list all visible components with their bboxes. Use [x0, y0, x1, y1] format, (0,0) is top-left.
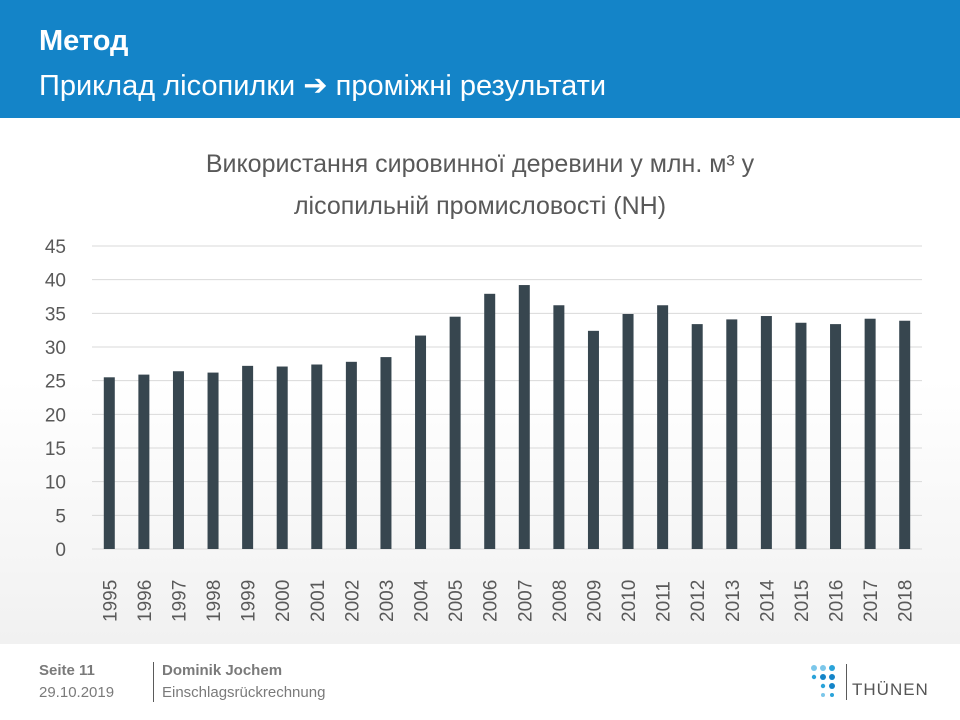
- x-tick-label-2004: 2004: [412, 579, 433, 622]
- x-tick-label-2012: 2012: [688, 580, 709, 622]
- bar-2016: [830, 324, 842, 549]
- x-tick-label-2000: 2000: [273, 580, 294, 622]
- y-tick-label: 35: [45, 304, 66, 325]
- bar-2013: [726, 319, 738, 549]
- footer-divider: [153, 662, 154, 702]
- chart-title-line-2: лісопильній промисловості (NH): [293, 192, 667, 220]
- slide-subtitle: Приклад лісопилки ➔ проміжні результати: [39, 70, 607, 102]
- chart-title-line-1: Використання сировинної деревини у млн. …: [205, 150, 755, 178]
- gridlines: [92, 245, 922, 550]
- x-tick-label-2015: 2015: [792, 580, 813, 622]
- bar-2012: [691, 324, 703, 549]
- bar-2017: [864, 318, 876, 549]
- thuenen-logo: THÜNEN: [810, 664, 930, 704]
- bar-2007: [518, 285, 530, 549]
- x-tick-label-1996: 1996: [135, 580, 156, 622]
- slide-header: Метод Приклад лісопилки ➔ проміжні резул…: [0, 0, 960, 118]
- x-tick-label-1997: 1997: [169, 580, 190, 622]
- y-tick-label: 40: [45, 271, 66, 292]
- bars: [103, 285, 911, 549]
- chart-title: Використання сировинної деревини у млн. …: [0, 143, 960, 227]
- slide-title: Метод: [39, 25, 129, 57]
- x-tick-label-2002: 2002: [342, 580, 363, 622]
- x-tick-label-2016: 2016: [827, 580, 848, 622]
- x-tick-label-2010: 2010: [619, 580, 640, 622]
- bar-2015: [795, 322, 807, 549]
- y-tick-label: 15: [45, 439, 66, 460]
- x-tick-label-1999: 1999: [239, 580, 260, 622]
- x-axis-tick-labels: 1995 1996 1997 1998 1999 2000 2001 2002 2003 2004…: [100, 579, 916, 622]
- x-tick-label-2007: 2007: [515, 580, 536, 622]
- bar-2002: [345, 361, 357, 549]
- x-tick-label-1998: 1998: [204, 580, 225, 622]
- bar-2004: [415, 335, 427, 549]
- bar-1998: [207, 372, 219, 549]
- x-tick-label-2008: 2008: [550, 580, 571, 622]
- x-tick-label-2018: 2018: [896, 580, 917, 622]
- x-tick-label-2011: 2011: [654, 581, 675, 622]
- y-tick-label: 0: [55, 540, 66, 561]
- bar-2010: [622, 314, 634, 549]
- logo-divider: [846, 664, 847, 700]
- x-tick-label-2005: 2005: [446, 580, 467, 622]
- logo-wordmark: THÜNEN: [852, 680, 929, 699]
- page-number: Seite 11: [39, 662, 95, 679]
- y-tick-label: 10: [45, 473, 66, 494]
- bar-1996: [138, 374, 150, 549]
- bar-2000: [276, 366, 288, 549]
- bar-2011: [657, 305, 669, 549]
- bar-2009: [587, 330, 599, 549]
- x-tick-label-2013: 2013: [723, 580, 744, 622]
- y-axis-tick-labels: 0 5 10 15 20 25 30 35 40 45: [45, 237, 66, 561]
- x-tick-label-2014: 2014: [757, 579, 778, 622]
- bar-chart: 0 5 10 15 20 25 30 35 40 45 1995 1996 1997 1998 1999 2…: [45, 237, 922, 622]
- thuenen-logo-dots-icon: [811, 665, 835, 697]
- x-tick-label-2003: 2003: [377, 580, 398, 622]
- bar-2008: [553, 305, 565, 549]
- bar-2005: [449, 316, 461, 549]
- bar-1995: [103, 377, 115, 549]
- y-tick-label: 20: [45, 405, 66, 426]
- footer-author: Dominik Jochem: [162, 662, 283, 679]
- x-tick-label-2006: 2006: [481, 580, 502, 622]
- y-tick-label: 5: [55, 506, 66, 527]
- bar-2006: [484, 293, 496, 549]
- slide-footer: Seite 11 29.10.2019 Dominik Jochem Einsc…: [0, 644, 960, 720]
- x-tick-label-2001: 2001: [308, 580, 329, 622]
- bar-2001: [311, 364, 323, 549]
- bar-1999: [242, 365, 254, 549]
- y-tick-label: 45: [45, 237, 66, 258]
- footer-topic: Einschlagsrückrechnung: [162, 684, 326, 701]
- y-tick-label: 25: [45, 372, 66, 393]
- y-tick-label: 30: [45, 338, 66, 359]
- x-tick-label-2017: 2017: [861, 580, 882, 622]
- bar-1997: [172, 371, 184, 549]
- bar-2014: [760, 316, 772, 549]
- bar-2018: [899, 320, 911, 549]
- bar-2003: [380, 357, 392, 549]
- footer-date: 29.10.2019: [39, 684, 115, 701]
- x-tick-label-2009: 2009: [584, 580, 605, 622]
- x-tick-label-1995: 1995: [100, 580, 121, 622]
